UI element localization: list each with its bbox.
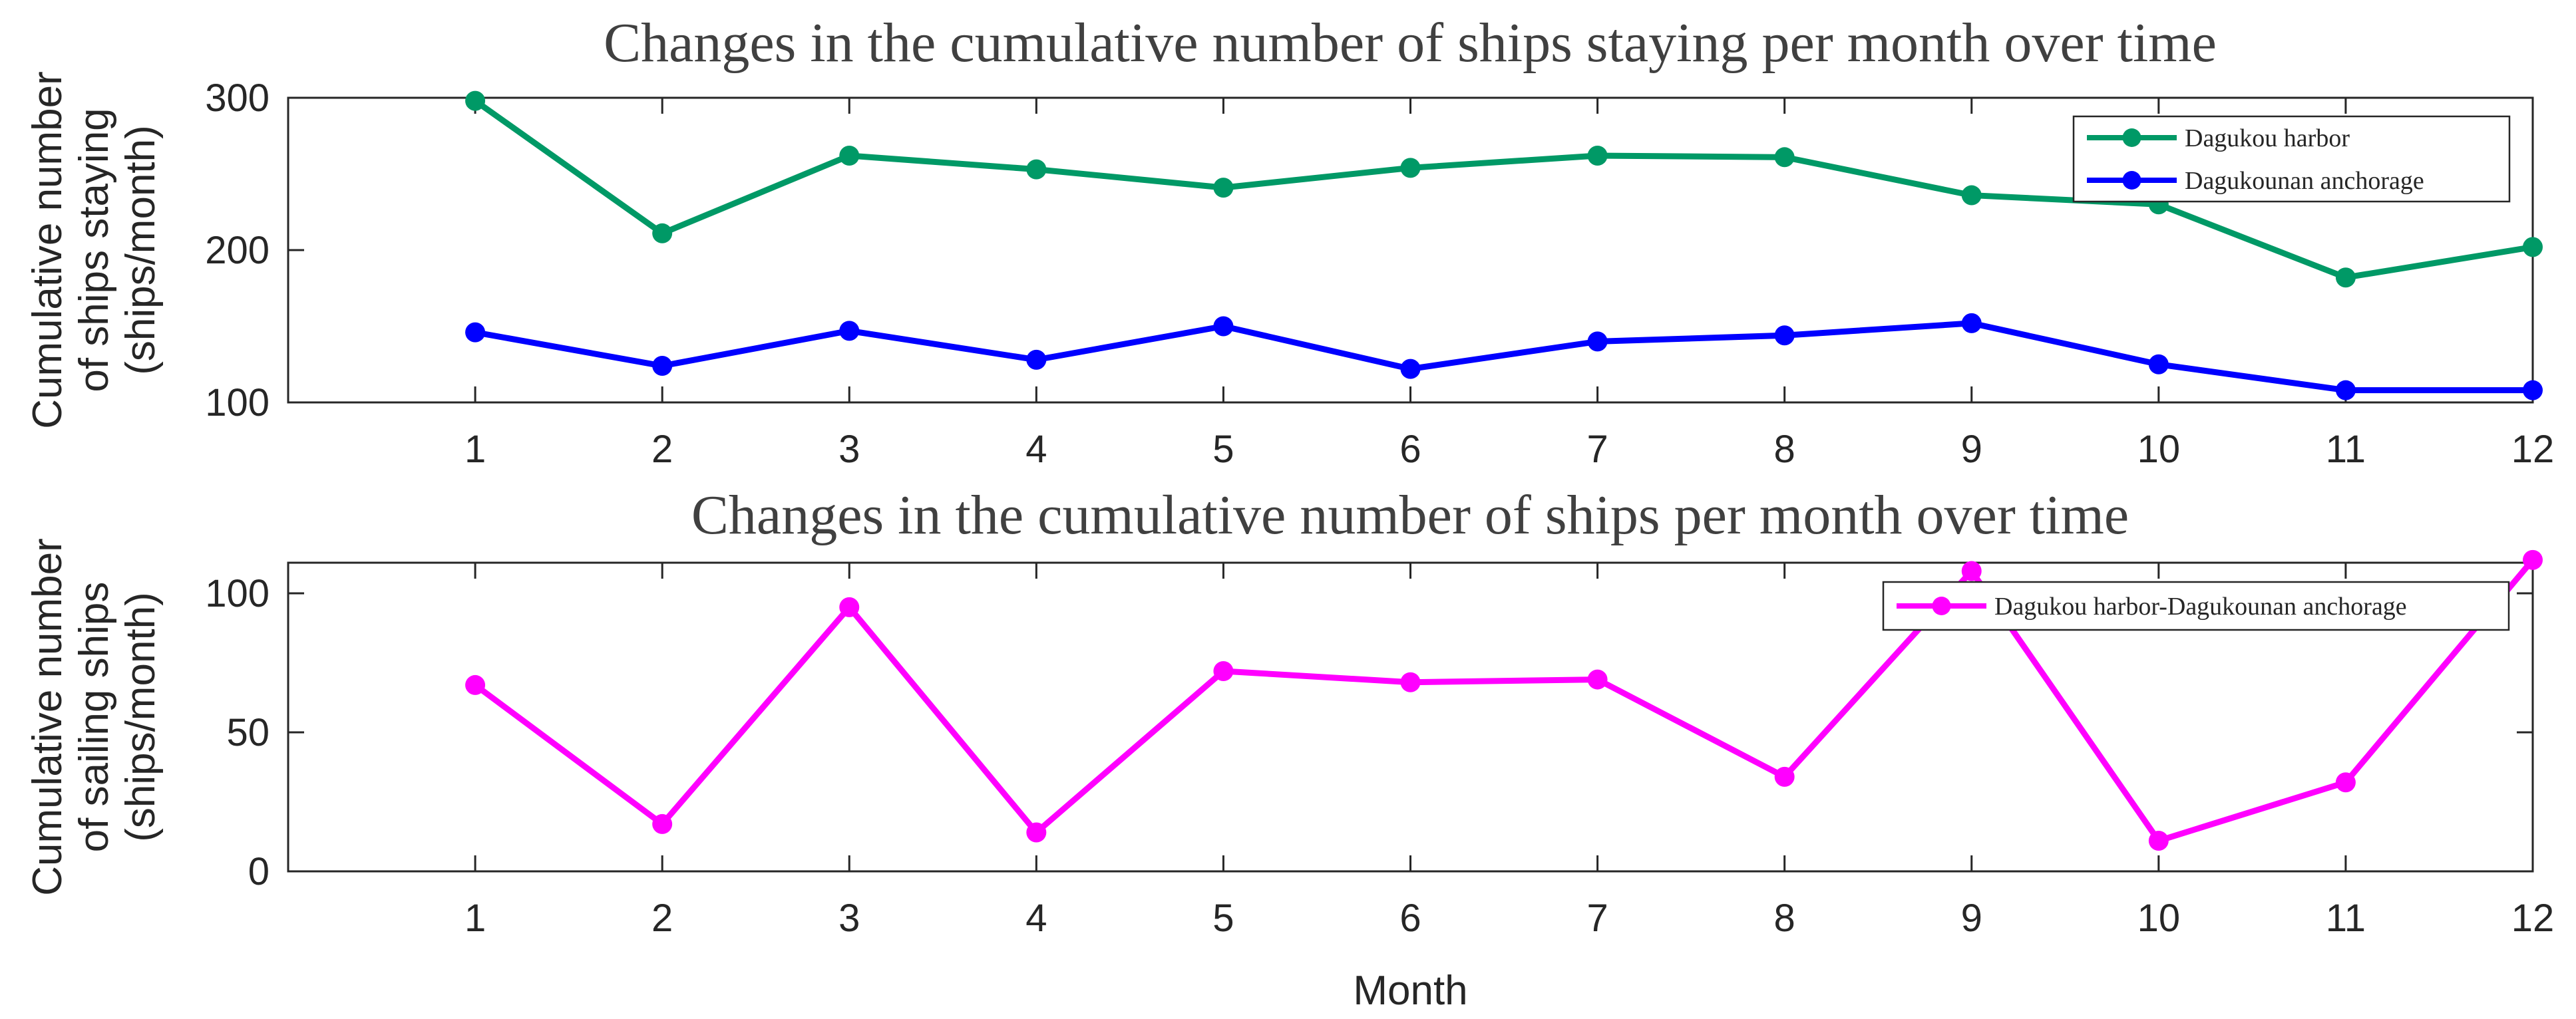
data-point (1213, 316, 1234, 337)
x-tick-label: 7 (1586, 897, 1608, 940)
legend-swatch-marker (2122, 171, 2141, 190)
data-point (652, 223, 673, 243)
y-tick-label: 200 (205, 229, 270, 272)
data-point (1400, 359, 1421, 379)
data-point (1961, 185, 1982, 206)
x-tick-label: 8 (1774, 428, 1795, 471)
data-point (1587, 146, 1608, 166)
x-tick-label: 10 (2137, 428, 2181, 471)
x-tick-label: 12 (2511, 428, 2555, 471)
x-tick-label: 8 (1774, 897, 1795, 940)
chart-sailing-ships: Changes in the cumulative number of ship… (25, 484, 2554, 1014)
data-point (1400, 672, 1421, 692)
legend: Dagukou harbor-Dagukounan anchorage (1882, 581, 2510, 631)
x-tick-label: 9 (1961, 897, 1982, 940)
data-point (652, 813, 673, 834)
series-line (473, 98, 2533, 281)
y-tick-label: 0 (248, 850, 270, 893)
chart-title: Changes in the cumulative number of ship… (604, 12, 2217, 74)
data-point (2148, 354, 2169, 374)
x-tick-label: 6 (1399, 428, 1421, 471)
legend: Dagukou harbor Dagukounan anchorage (2072, 115, 2511, 203)
data-point (1774, 766, 1795, 787)
data-point (1026, 159, 1047, 180)
data-point (1213, 661, 1234, 682)
data-point (1961, 313, 1982, 333)
chart-title: Changes in the cumulative number of ship… (691, 484, 2129, 546)
x-tick-label: 3 (838, 428, 860, 471)
x-tick-label: 5 (1212, 897, 1234, 940)
legend-label: Dagukounan anchorage (2185, 167, 2424, 195)
series-0 (465, 549, 2543, 851)
data-point (465, 90, 486, 111)
y-tick-label: 100 (205, 381, 270, 424)
y-axis-label-line: Cumulative number (25, 71, 71, 429)
data-point (465, 674, 486, 695)
x-tick-label: 1 (464, 428, 486, 471)
data-point (2523, 237, 2543, 257)
x-tick-label: 7 (1586, 428, 1608, 471)
data-point (1587, 669, 1608, 690)
y-tick-label: 300 (205, 76, 270, 120)
x-tick-label: 10 (2137, 897, 2181, 940)
y-axis-label-line: (ships/month) (118, 592, 164, 842)
data-point (839, 597, 860, 617)
legend-swatch-marker (2122, 128, 2141, 147)
legend-swatch-marker (1932, 597, 1951, 615)
y-axis-label-line: of sailing ships (71, 582, 117, 853)
data-point (1961, 561, 1982, 581)
data-point (1026, 822, 1047, 843)
data-point (839, 321, 860, 341)
chart-ships-staying: Changes in the cumulative number of ship… (25, 12, 2554, 471)
x-tick-label: 3 (838, 897, 860, 940)
data-point (2335, 267, 2356, 288)
series-1 (465, 313, 2543, 400)
y-axis-label-line: (ships/month) (118, 125, 164, 375)
data-point (1400, 158, 1421, 178)
data-point (1213, 178, 1234, 198)
data-point (465, 322, 486, 343)
legend-label: Dagukou harbor-Dagukounan anchorage (1994, 593, 2407, 621)
data-point (1774, 325, 1795, 346)
legend-box (2072, 115, 2511, 203)
x-tick-label: 1 (464, 897, 486, 940)
series-0 (465, 90, 2543, 288)
data-point (2335, 772, 2356, 793)
legend-label: Dagukou harbor (2185, 124, 2350, 152)
data-point (839, 146, 860, 166)
x-tick-label: 2 (651, 428, 673, 471)
y-axis-label-line: Cumulative number (25, 538, 71, 896)
data-point (2523, 380, 2543, 400)
data-point (2523, 549, 2543, 570)
x-tick-label: 12 (2511, 897, 2555, 940)
y-axis-label-line: of ships staying (71, 108, 117, 392)
x-tick-label: 11 (2326, 897, 2366, 940)
x-tick-label: 4 (1025, 428, 1047, 471)
x-tick-label: 6 (1399, 897, 1421, 940)
data-point (2148, 831, 2169, 851)
x-tick-label: 5 (1212, 428, 1234, 471)
x-tick-label: 4 (1025, 897, 1047, 940)
x-axis-label: Month (1353, 968, 1467, 1014)
data-point (1587, 331, 1608, 352)
x-tick-label: 11 (2326, 428, 2366, 471)
data-point (2335, 380, 2356, 400)
legend-box (1882, 581, 2510, 631)
series-line (474, 320, 2533, 394)
y-tick-label: 100 (205, 572, 270, 615)
series-line (473, 557, 2535, 844)
data-point (1026, 349, 1047, 370)
x-tick-label: 9 (1961, 428, 1982, 471)
data-point (1774, 147, 1795, 168)
x-tick-label: 2 (651, 897, 673, 940)
data-point (652, 356, 673, 376)
y-tick-label: 50 (226, 711, 270, 754)
